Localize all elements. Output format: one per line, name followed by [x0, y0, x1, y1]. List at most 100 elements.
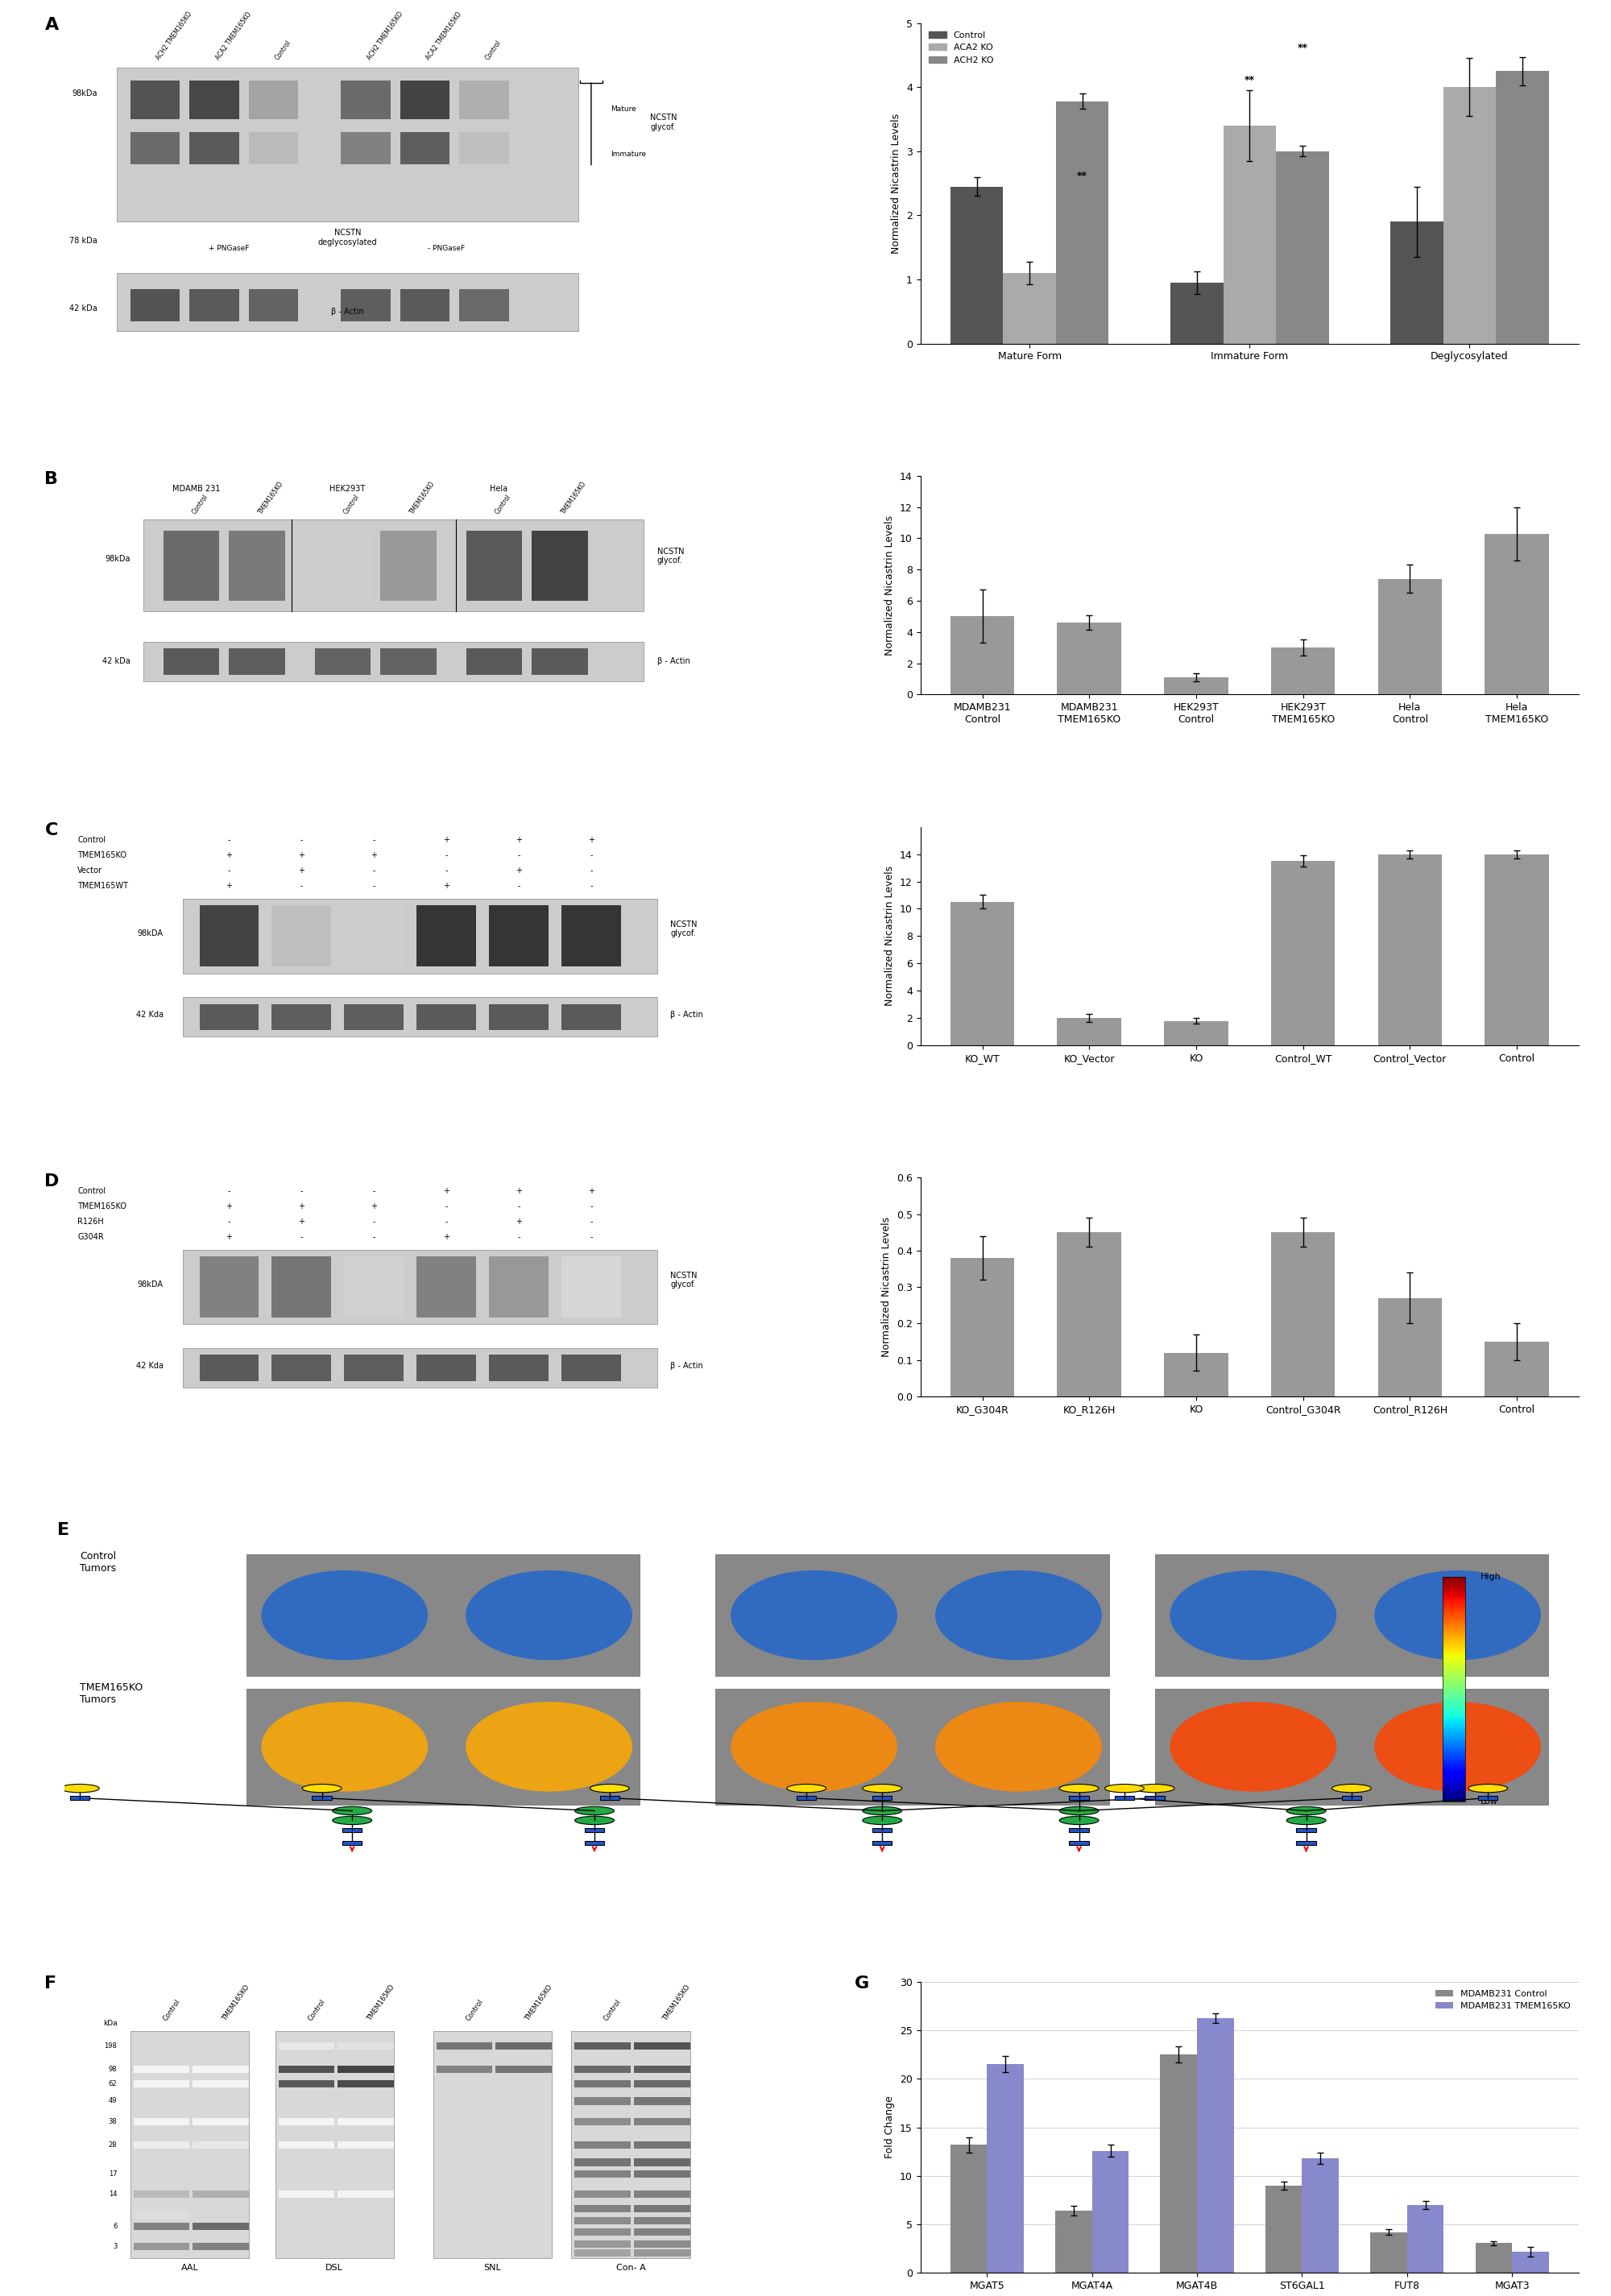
Bar [575, 2099, 630, 2105]
Text: 98: 98 [108, 2066, 118, 2073]
Text: TMEM165KO: TMEM165KO [662, 1984, 693, 2023]
Bar [635, 2066, 690, 2073]
Bar [575, 2158, 630, 2165]
Text: +: + [298, 866, 304, 875]
Bar [950, 902, 1015, 1045]
Bar [193, 2066, 248, 2073]
Bar [575, 2190, 630, 2197]
Bar [575, 2204, 630, 2213]
Text: -: - [590, 866, 593, 875]
Bar [130, 80, 180, 119]
Bar [635, 2250, 690, 2257]
Text: ACA2 TMEM165KO: ACA2 TMEM165KO [214, 11, 253, 62]
Circle shape [1060, 1816, 1099, 1825]
Y-axis label: Normalized Nicastrin Levels: Normalized Nicastrin Levels [884, 866, 896, 1006]
Text: -: - [445, 866, 448, 875]
Text: 3: 3 [113, 2243, 118, 2250]
Bar [1070, 1828, 1089, 1832]
Text: E: E [56, 1522, 69, 1538]
Ellipse shape [1170, 1701, 1337, 1791]
Bar [193, 2142, 248, 2149]
Bar [988, 2064, 1025, 2273]
Bar [490, 1256, 548, 1318]
Bar [1513, 2252, 1548, 2273]
Bar [1055, 101, 1108, 344]
Bar [635, 2117, 690, 2126]
Bar [143, 519, 644, 611]
Text: -: - [227, 1217, 230, 1226]
Text: β - Actin: β - Actin [657, 657, 690, 666]
Bar [575, 2066, 630, 2073]
Bar [572, 2032, 690, 2259]
Bar [248, 131, 298, 163]
Bar [1342, 1795, 1361, 1800]
Circle shape [1468, 1784, 1508, 1793]
Text: +: + [443, 836, 449, 845]
Text: -: - [372, 882, 375, 891]
Bar [1371, 2232, 1406, 2273]
Bar [345, 1003, 403, 1031]
Text: 98kDa: 98kDa [105, 556, 130, 563]
Ellipse shape [466, 1701, 633, 1791]
Bar [1155, 1554, 1548, 1676]
Text: +: + [298, 852, 304, 859]
Bar [193, 2211, 248, 2218]
Text: - PNGaseF: - PNGaseF [429, 246, 466, 253]
Bar [380, 530, 437, 602]
Bar [229, 530, 285, 602]
Bar [459, 80, 509, 119]
Text: β - Actin: β - Actin [670, 1010, 702, 1019]
Bar [342, 1841, 362, 1846]
Bar [1265, 2186, 1302, 2273]
Bar [950, 1258, 1015, 1396]
Text: β - Actin: β - Actin [332, 308, 364, 315]
Text: TMEM165KO: TMEM165KO [221, 1984, 251, 2023]
Text: Control: Control [274, 39, 292, 62]
Text: NCSTN
glycof.: NCSTN glycof. [670, 921, 698, 937]
Text: +: + [226, 852, 232, 859]
Bar [1223, 126, 1276, 344]
Bar [1170, 282, 1223, 344]
Text: -: - [590, 1217, 593, 1226]
Bar [1070, 1795, 1089, 1800]
Bar [575, 2080, 630, 2087]
Text: 49: 49 [108, 2099, 118, 2105]
Text: -: - [372, 836, 375, 845]
Text: β - Actin: β - Actin [670, 1362, 702, 1368]
Text: -: - [372, 1187, 375, 1194]
Bar [272, 1003, 332, 1031]
Text: -: - [227, 836, 230, 845]
Text: 42 Kda: 42 Kda [135, 1362, 163, 1368]
Bar [796, 1795, 817, 1800]
Bar [562, 905, 620, 967]
Text: +: + [516, 836, 522, 845]
Text: D: D [45, 1173, 60, 1189]
Ellipse shape [936, 1701, 1102, 1791]
Bar [433, 2032, 551, 2259]
Text: R126H: R126H [77, 1217, 105, 1226]
Bar [1057, 1017, 1121, 1045]
Circle shape [1060, 1807, 1099, 1814]
Bar [69, 1795, 90, 1800]
Text: -: - [517, 882, 520, 891]
Legend: Control, ACA2 KO, ACH2 KO: Control, ACA2 KO, ACH2 KO [925, 28, 997, 67]
Text: Control: Control [343, 494, 361, 514]
Text: DSL: DSL [325, 2264, 343, 2271]
Text: NCSTN
glycof.: NCSTN glycof. [657, 546, 685, 565]
Bar [1271, 647, 1336, 693]
Bar [184, 1348, 657, 1387]
Bar [1004, 273, 1055, 344]
Bar [1302, 2158, 1339, 2273]
Text: Control: Control [77, 1187, 106, 1194]
Bar [134, 2142, 190, 2149]
Text: C: C [45, 822, 58, 838]
Bar [872, 1828, 892, 1832]
Bar [400, 289, 449, 321]
Text: 42 kDa: 42 kDa [101, 657, 130, 666]
Text: Control: Control [161, 1998, 182, 2023]
Bar [345, 1355, 403, 1380]
Bar [1055, 2211, 1092, 2273]
Bar [342, 131, 390, 163]
Bar [184, 900, 657, 974]
Bar [200, 1355, 259, 1380]
